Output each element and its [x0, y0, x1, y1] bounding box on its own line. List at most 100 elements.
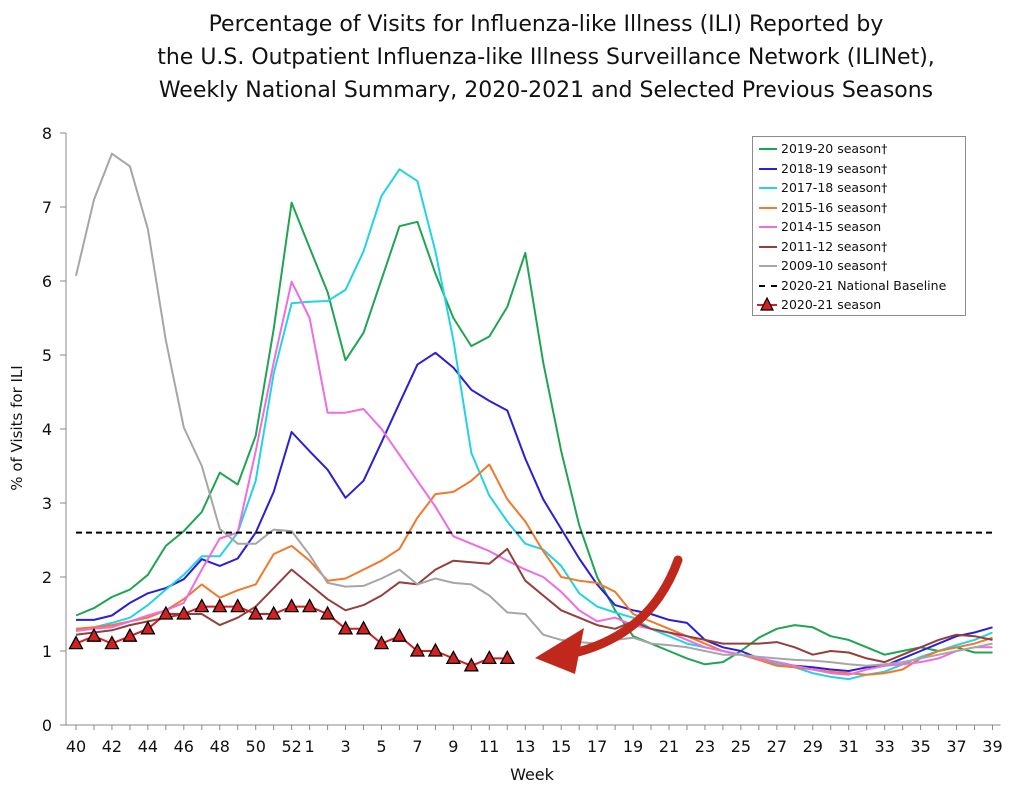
- x-tick-label: 9: [448, 737, 458, 756]
- y-tick-label: 3: [42, 494, 52, 513]
- chart-title: Percentage of Visits for Influenza-like …: [0, 8, 1024, 107]
- legend-swatch: [759, 206, 777, 209]
- series-layer: [68, 152, 993, 681]
- x-tick-label: 15: [551, 737, 571, 756]
- data-point-marker: [86, 627, 102, 642]
- y-tick-label: 2: [42, 568, 52, 587]
- legend-label: 2014-15 season: [781, 219, 882, 234]
- legend-label: 2018-19 season†: [781, 160, 888, 176]
- x-tick-label: 5: [376, 737, 386, 756]
- legend-swatch: [759, 265, 777, 267]
- x-tick-label: 27: [767, 737, 787, 756]
- title-line-1: Percentage of Visits for Influenza-like …: [208, 12, 884, 37]
- y-tick-label: 6: [42, 272, 52, 291]
- arrow-head-icon: [535, 628, 584, 674]
- x-tick-label: 52: [281, 737, 301, 756]
- legend-label: 2015-16 season†: [781, 199, 888, 215]
- legend-label: 2017-18 season†: [781, 180, 888, 195]
- x-tick-label: 29: [803, 737, 823, 756]
- series-3: [75, 463, 993, 676]
- legend-label: 2020-21 season: [781, 297, 882, 312]
- x-tick-label: 7: [412, 737, 422, 756]
- x-tick-label: 48: [210, 737, 230, 756]
- x-tick-label: 33: [874, 737, 894, 756]
- data-point-marker: [337, 620, 354, 635]
- legend-label: 2009-10 season†: [781, 258, 888, 273]
- legend-item: 2020-21 season: [753, 296, 965, 314]
- series-5: [75, 547, 993, 664]
- legend-swatch: [759, 187, 777, 189]
- annotation-arrow: [535, 555, 683, 674]
- x-tick-label: 31: [839, 737, 859, 756]
- legend-swatch: [759, 245, 777, 248]
- x-tick-label: 3: [340, 737, 350, 756]
- data-point-marker: [284, 598, 300, 613]
- x-tick-label: 39: [982, 737, 1002, 756]
- data-point-marker: [248, 605, 264, 620]
- title-line-3: Weekly National Summary, 2020-2021 and S…: [158, 78, 934, 103]
- legend-item: 2018-19 season†: [753, 160, 965, 178]
- series-line: [75, 605, 508, 667]
- series-line: [75, 463, 993, 676]
- legend-swatch: [759, 284, 777, 287]
- data-point-marker: [463, 657, 479, 672]
- data-point-marker: [373, 635, 390, 650]
- data-point-marker: [355, 620, 372, 635]
- data-point-marker: [176, 605, 192, 620]
- data-point-marker: [104, 635, 120, 650]
- x-tick-label: 42: [102, 737, 122, 756]
- arrow-shaft: [573, 555, 683, 657]
- y-tick-label: 7: [42, 198, 52, 217]
- x-tick-label: 25: [731, 737, 751, 756]
- data-point-marker: [140, 620, 156, 635]
- legend-item: 2020-21 National Baseline: [753, 277, 965, 295]
- x-tick-label: 40: [66, 737, 86, 756]
- data-point-marker: [302, 598, 318, 613]
- series-8: [68, 598, 515, 672]
- legend-item: 2009-10 season†: [753, 257, 965, 275]
- data-point-marker: [194, 598, 210, 613]
- x-tick-label: 37: [946, 737, 966, 756]
- legend-swatch: [759, 148, 777, 150]
- data-point-marker: [499, 650, 515, 665]
- x-axis-label: Week: [510, 765, 555, 784]
- y-tick-label: 1: [42, 642, 52, 661]
- legend-label: 2020-21 National Baseline: [781, 277, 947, 293]
- y-tick-label: 5: [42, 346, 52, 365]
- x-tick-label: 19: [623, 737, 643, 756]
- data-point-marker: [427, 642, 443, 657]
- y-axis-label: % of Visits for ILI: [8, 365, 26, 490]
- data-point-marker: [212, 598, 228, 613]
- legend-label: 2019-20 season†: [781, 141, 888, 156]
- series-line: [75, 547, 993, 664]
- y-tick-label: 8: [42, 124, 52, 143]
- data-point-marker: [445, 650, 461, 665]
- y-tick-label: 4: [42, 420, 52, 439]
- x-tick-label: 46: [174, 737, 194, 756]
- legend-item: 2011-12 season†: [753, 238, 965, 256]
- series-1: [76, 351, 993, 672]
- x-tick-label: 50: [246, 737, 266, 756]
- legend-item: 2015-16 season†: [753, 199, 965, 217]
- x-tick-label: 11: [479, 737, 499, 756]
- series-line: [76, 351, 993, 672]
- series-0: [75, 201, 993, 666]
- data-point-marker: [319, 605, 336, 620]
- data-point-marker: [391, 627, 408, 642]
- x-tick-label: 44: [138, 737, 158, 756]
- legend-label: 2011-12 season†: [781, 238, 888, 254]
- series-line: [75, 152, 993, 667]
- x-tick-label: 17: [587, 737, 607, 756]
- title-line-2: the U.S. Outpatient Influenza-like Illne…: [157, 45, 935, 70]
- series-6: [75, 152, 993, 667]
- series-line: [75, 168, 993, 681]
- series-2: [75, 168, 993, 681]
- data-point-marker: [481, 650, 497, 665]
- legend-item: 2017-18 season†: [753, 179, 965, 197]
- data-point-marker: [122, 627, 138, 642]
- data-point-marker: [158, 605, 174, 620]
- x-tick-label: 13: [515, 737, 535, 756]
- data-point-marker: [409, 642, 426, 657]
